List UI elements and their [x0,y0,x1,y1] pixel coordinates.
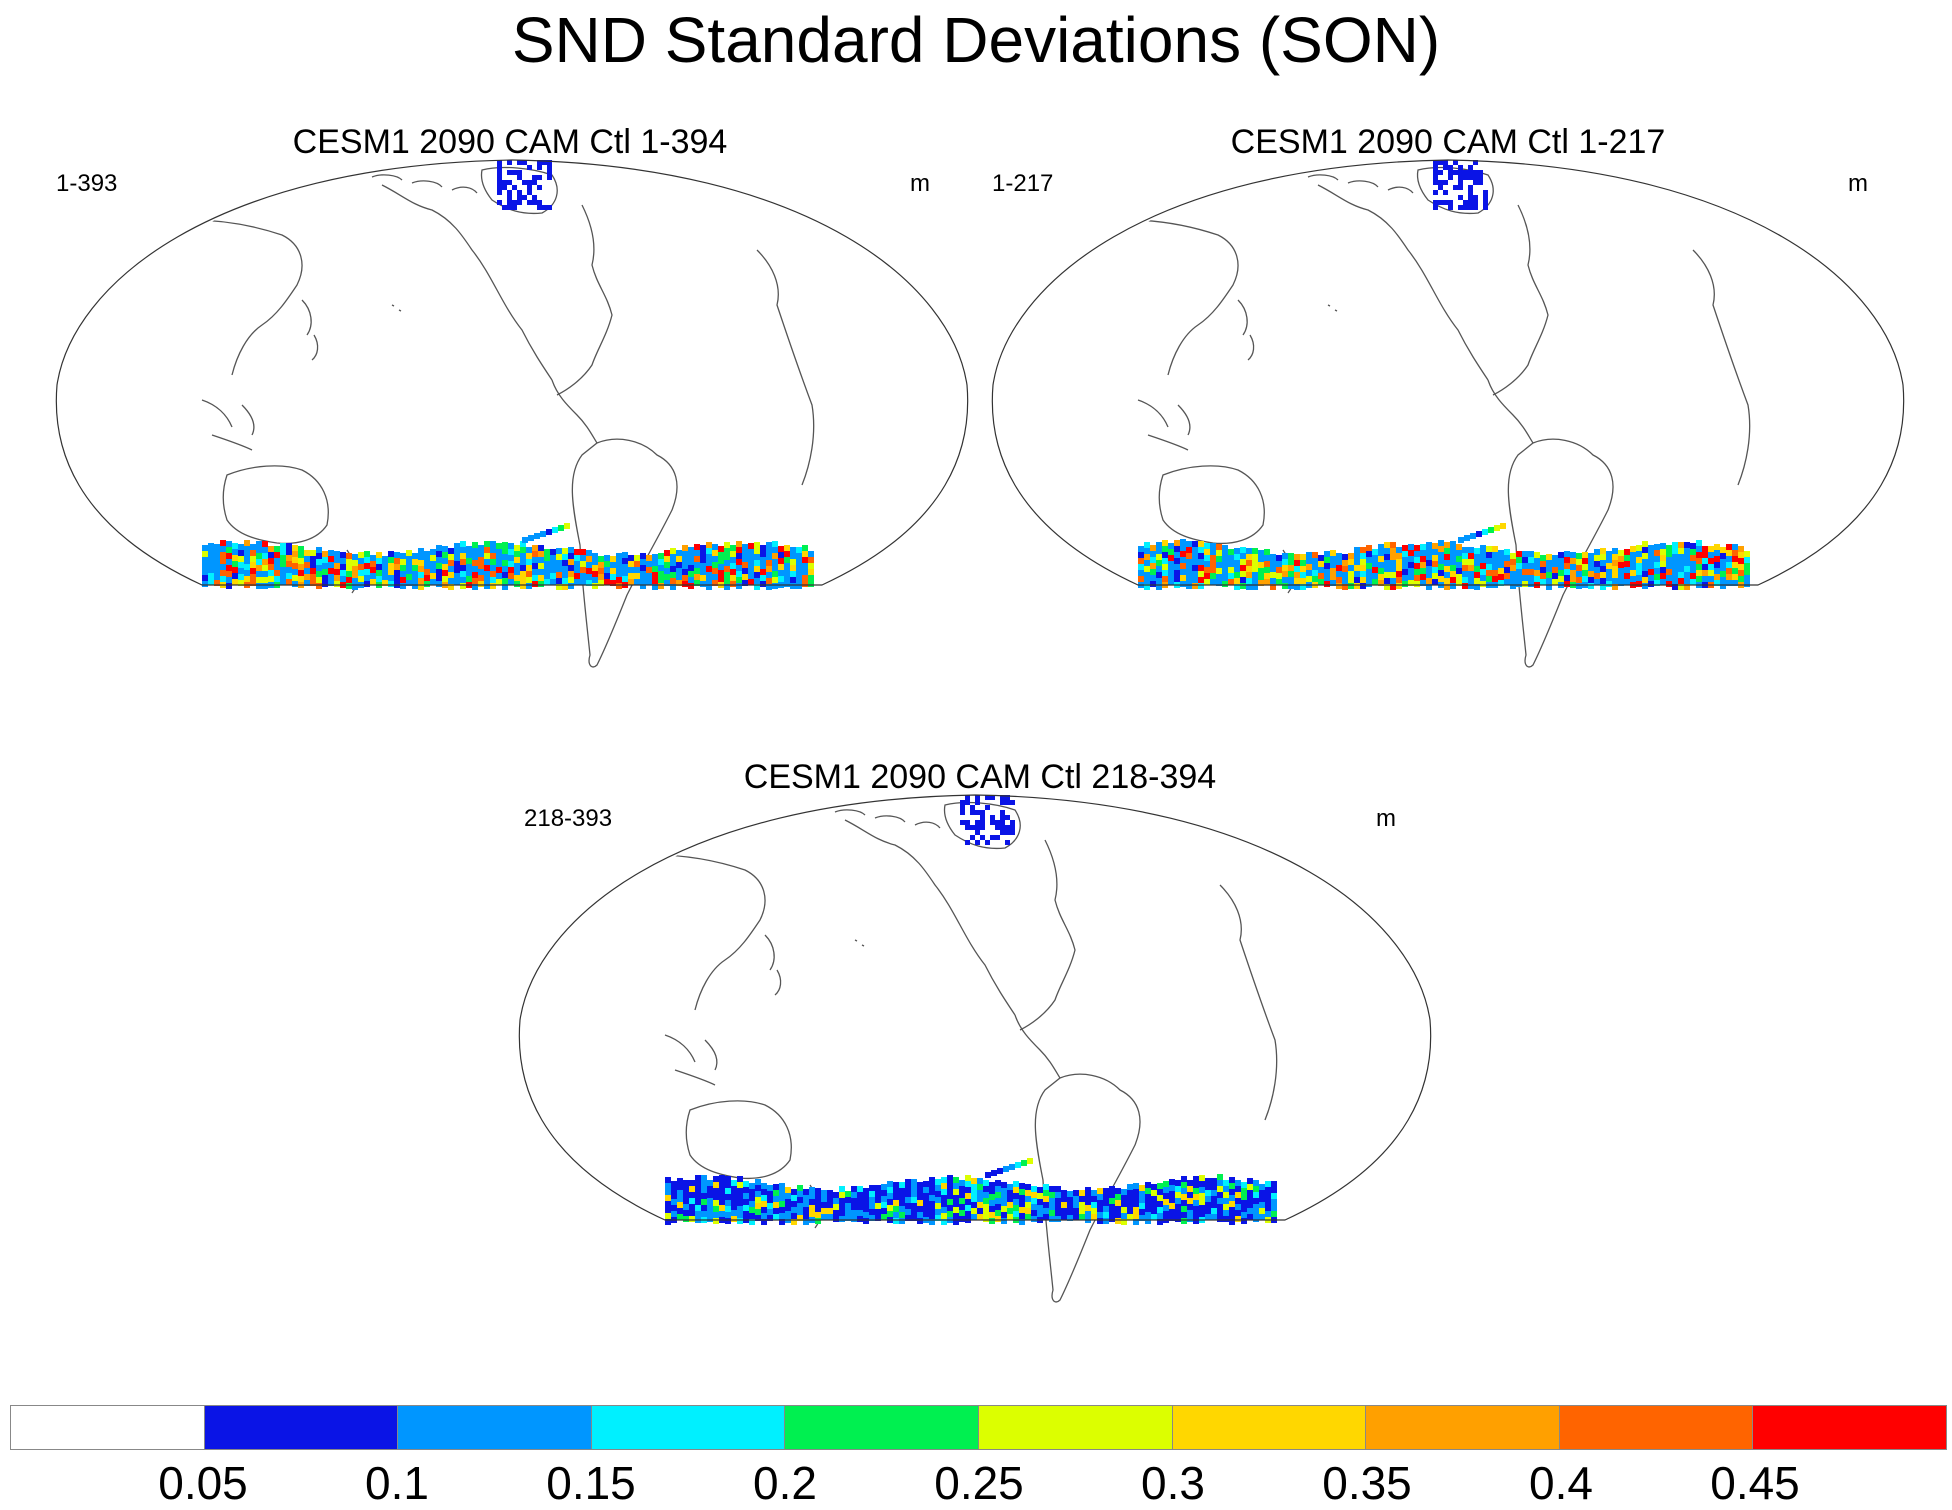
coastline [1492,204,1549,396]
panel-title: CESM1 2090 CAM Ctl 218-394 [743,758,1217,796]
coastline [571,438,678,668]
coastline [201,399,255,451]
coastline [544,854,766,1011]
coastline [834,809,941,829]
coastline [301,299,319,361]
colorbar-swatch [785,1406,979,1449]
map-panel-3: CESM1 2090 CAM Ctl 218-394 218-393 m [520,757,1440,1377]
colorbar-swatch [204,1406,399,1449]
coastline [664,1034,718,1086]
colorbar-swatch [398,1406,592,1449]
coastline [1034,1073,1141,1303]
coastline [1416,166,1494,215]
coastline [844,819,1016,1016]
colorbar-swatch [1753,1406,1946,1449]
coastline [943,801,1021,850]
colorbar-swatch [1172,1406,1367,1449]
coastline [1237,299,1255,361]
colorbar-swatch [1559,1406,1754,1449]
coastline [1307,174,1414,194]
coastline [1158,465,1265,545]
coastline [1019,839,1076,1031]
map-3 [518,794,1432,1303]
colorbar-tick-label: 0.25 [934,1457,1024,1509]
coastline [1327,304,1338,312]
map-2 [991,159,1905,668]
coastline [756,249,815,486]
panel-left-label: 1-393 [56,170,118,197]
colorbar-swatch [1366,1406,1560,1449]
colorbar-tick-label: 0.15 [546,1457,636,1509]
coastline [1017,219,1239,376]
coastline [1219,884,1278,1121]
coastline [854,939,865,947]
map-1 [55,159,969,668]
coastline [1014,1014,1061,1079]
colorbar-tick-label: 0.3 [1141,1457,1205,1509]
map-boundary [991,159,1905,586]
colorbar-tick-label: 0.45 [1710,1457,1800,1509]
coastline [1317,184,1489,381]
colorbar-swatch [591,1406,786,1449]
colorbar-tick-label: 0.4 [1529,1457,1593,1509]
panel-left-label: 1-217 [992,170,1054,197]
colorbar-swatch [978,1406,1173,1449]
map-boundary [518,794,1432,1221]
coastline [556,204,613,396]
colorbar-tick-label: 0.05 [158,1457,248,1509]
colorbar-tick-label: 0.2 [753,1457,817,1509]
colorbar-swatch [11,1406,205,1449]
coastline [222,465,329,545]
coastline [1487,379,1534,444]
colorbar-tick-label: 0.35 [1322,1457,1412,1509]
panel-title: CESM1 2090 CAM Ctl 1-217 [1230,123,1666,161]
colorbar [10,1405,1947,1450]
panel-units-label: m [1376,805,1396,832]
coastline [391,304,402,312]
coastline [551,379,598,444]
map-panel-2: CESM1 2090 CAM Ctl 1-217 1-217 m [988,122,1908,742]
panel-title: CESM1 2090 CAM Ctl 1-394 [292,123,728,161]
coastline [764,934,782,996]
coastline [1137,399,1191,451]
map-panel-1: CESM1 2090 CAM Ctl 1-394 1-393 m [50,122,970,742]
coastline [381,184,553,381]
coastline [685,1100,792,1180]
coastline [1692,249,1751,486]
panel-left-label: 218-393 [524,805,613,832]
coastline [1507,438,1614,668]
map-boundary [55,159,969,586]
panel-units-label: m [1848,170,1868,197]
coastline [81,219,303,376]
coastline [371,174,478,194]
figure-title: SND Standard Deviations (SON) [511,4,1441,76]
colorbar-tick-label: 0.1 [365,1457,429,1509]
panel-units-label: m [910,170,930,197]
